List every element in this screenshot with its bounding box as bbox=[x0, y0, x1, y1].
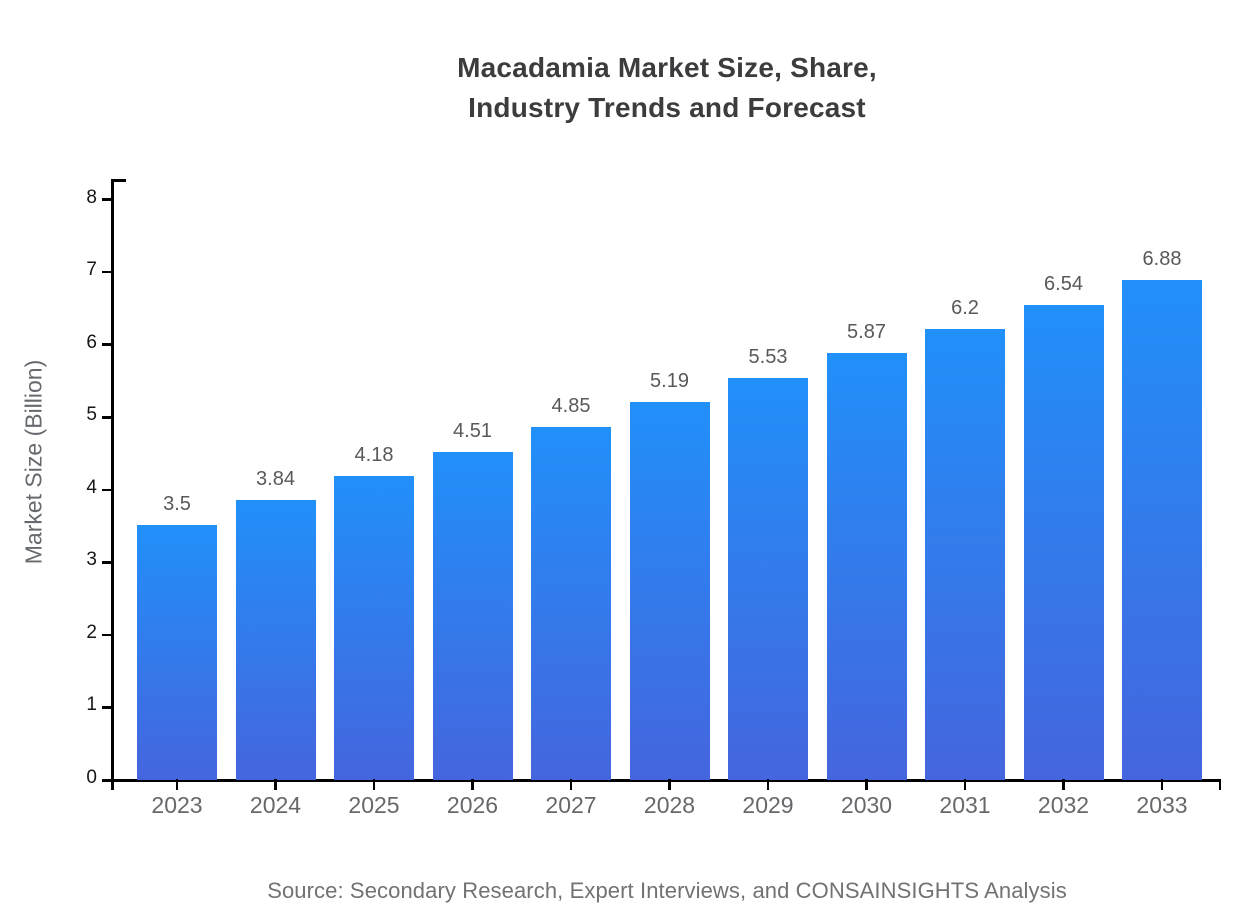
x-tick-label-2033: 2033 bbox=[1136, 792, 1188, 818]
x-tick-label-2025: 2025 bbox=[348, 792, 400, 818]
bar-value-label-2032: 6.54 bbox=[1044, 272, 1083, 295]
y-tick-label-3: 3 bbox=[86, 549, 97, 571]
y-tick bbox=[102, 343, 111, 346]
y-tick bbox=[102, 488, 111, 492]
bar-value-label-2023: 3.5 bbox=[163, 493, 191, 516]
x-tick-label-2031: 2031 bbox=[939, 792, 991, 818]
x-tick bbox=[766, 779, 770, 790]
bar-2031 bbox=[925, 329, 1005, 780]
bar-2030 bbox=[826, 353, 907, 780]
y-axis-end-tick bbox=[112, 179, 126, 182]
bar-2023 bbox=[137, 525, 217, 780]
x-tick bbox=[1062, 779, 1065, 790]
y-tick bbox=[102, 633, 111, 637]
x-tick bbox=[569, 779, 573, 790]
x-tick-label-2032: 2032 bbox=[1037, 792, 1090, 818]
x-tick-label-2028: 2028 bbox=[643, 792, 696, 818]
y-tick bbox=[102, 561, 111, 564]
bar-2024 bbox=[235, 500, 316, 780]
bar-2027 bbox=[531, 427, 611, 780]
bar-2029 bbox=[728, 377, 808, 780]
x-tick bbox=[865, 779, 868, 790]
chart-title: Macadamia Market Size, Share, Industry T… bbox=[113, 48, 1221, 128]
y-tick bbox=[102, 270, 111, 274]
x-tick-label-2023: 2023 bbox=[151, 792, 203, 818]
y-tick-label-4: 4 bbox=[86, 476, 97, 498]
y-tick-label-8: 8 bbox=[86, 186, 97, 208]
bar-value-label-2028: 5.19 bbox=[650, 370, 689, 393]
bar-value-label-2027: 4.85 bbox=[551, 395, 591, 418]
bar-value-label-2026: 4.51 bbox=[453, 419, 492, 442]
x-tick-label-2030: 2030 bbox=[840, 792, 893, 818]
y-tick-label-7: 7 bbox=[86, 259, 97, 281]
y-tick-label-0: 0 bbox=[86, 767, 97, 788]
x-tick-label-2029: 2029 bbox=[742, 792, 794, 818]
x-tick bbox=[1160, 779, 1164, 790]
chart-title-line1: Macadamia Market Size, Share, bbox=[457, 52, 877, 83]
x-tick-label-2024: 2024 bbox=[249, 792, 302, 818]
bar-2033 bbox=[1122, 279, 1202, 780]
x-tick bbox=[471, 779, 474, 790]
bar-2032 bbox=[1023, 304, 1104, 780]
y-tick bbox=[102, 416, 111, 419]
bar-value-label-2024: 3.84 bbox=[256, 468, 295, 491]
y-tick-label-6: 6 bbox=[86, 331, 97, 353]
source-note: Source: Secondary Research, Expert Inter… bbox=[267, 878, 1067, 903]
bar-value-label-2025: 4.18 bbox=[354, 443, 394, 466]
x-tick bbox=[668, 779, 671, 790]
x-tick-label-2026: 2026 bbox=[446, 792, 499, 818]
y-axis-line bbox=[111, 179, 114, 790]
x-axis-end-tick bbox=[1218, 779, 1221, 790]
x-tick bbox=[175, 779, 179, 790]
bar-2026 bbox=[432, 451, 513, 780]
y-tick-label-5: 5 bbox=[86, 404, 97, 426]
bar-value-label-2033: 6.88 bbox=[1142, 247, 1182, 270]
bar-value-label-2030: 5.87 bbox=[847, 321, 886, 344]
bar-value-label-2031: 6.2 bbox=[951, 297, 979, 320]
bar-2025 bbox=[334, 475, 414, 780]
x-tick bbox=[274, 779, 277, 790]
y-tick-label-1: 1 bbox=[86, 694, 97, 716]
y-tick bbox=[102, 198, 111, 201]
x-tick bbox=[963, 779, 967, 790]
bar-value-label-2029: 5.53 bbox=[748, 345, 788, 368]
chart-title-line2: Industry Trends and Forecast bbox=[468, 92, 866, 123]
x-tick-label-2027: 2027 bbox=[545, 792, 597, 818]
y-tick-label-2: 2 bbox=[86, 621, 97, 643]
y-tick bbox=[102, 706, 111, 709]
bar-2028 bbox=[629, 402, 710, 780]
x-tick bbox=[372, 779, 376, 790]
x-axis-line bbox=[102, 779, 1221, 782]
